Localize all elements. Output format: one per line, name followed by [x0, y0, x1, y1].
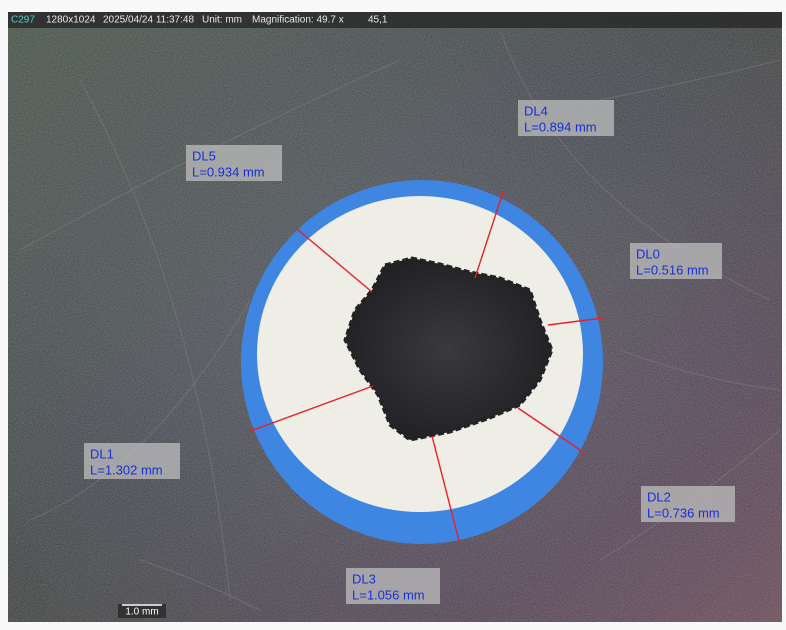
- core: [343, 256, 554, 442]
- measure-name: DL2: [647, 489, 671, 504]
- measure-line: [431, 435, 460, 542]
- measure-length: L=1.056 mm: [352, 587, 425, 602]
- label-boxes: [84, 100, 735, 604]
- label-box: [186, 145, 282, 181]
- measure-line: [517, 407, 584, 453]
- measure-length: L=1.302 mm: [90, 462, 163, 477]
- measure-name: DL0: [636, 246, 660, 261]
- measure-length: L=0.894 mm: [524, 119, 597, 134]
- magnification: Magnification: 49.7 x: [252, 15, 344, 26]
- label-box: [346, 568, 440, 604]
- timestamp: 2025/04/24 11:37:48: [103, 15, 194, 26]
- measure-line: [547, 317, 604, 326]
- measure-line: [296, 228, 373, 293]
- position: 45,1: [368, 15, 388, 26]
- camera-id: C297: [11, 15, 35, 26]
- measure-name: DL4: [524, 103, 548, 118]
- label-box: [84, 443, 180, 479]
- measurement-lines: [247, 191, 604, 542]
- measure-length: L=0.516 mm: [636, 262, 709, 277]
- label-box: [641, 486, 735, 522]
- scale-bar-box: [118, 604, 166, 618]
- header-bar: [8, 12, 782, 28]
- measure-line: [247, 385, 374, 433]
- measure-line: [474, 191, 504, 279]
- measure-name: DL3: [352, 571, 376, 586]
- measure-name: DL5: [192, 148, 216, 163]
- measure-length: L=0.736 mm: [647, 505, 720, 520]
- label-box: [630, 243, 722, 279]
- measure-length: L=0.934 mm: [192, 164, 265, 179]
- measure-name: DL1: [90, 446, 114, 461]
- scale-bar-label: 1.0 mm: [125, 607, 158, 618]
- resolution: 1280x1024: [46, 15, 96, 26]
- label-box: [518, 100, 614, 136]
- unit: Unit: mm: [202, 15, 242, 26]
